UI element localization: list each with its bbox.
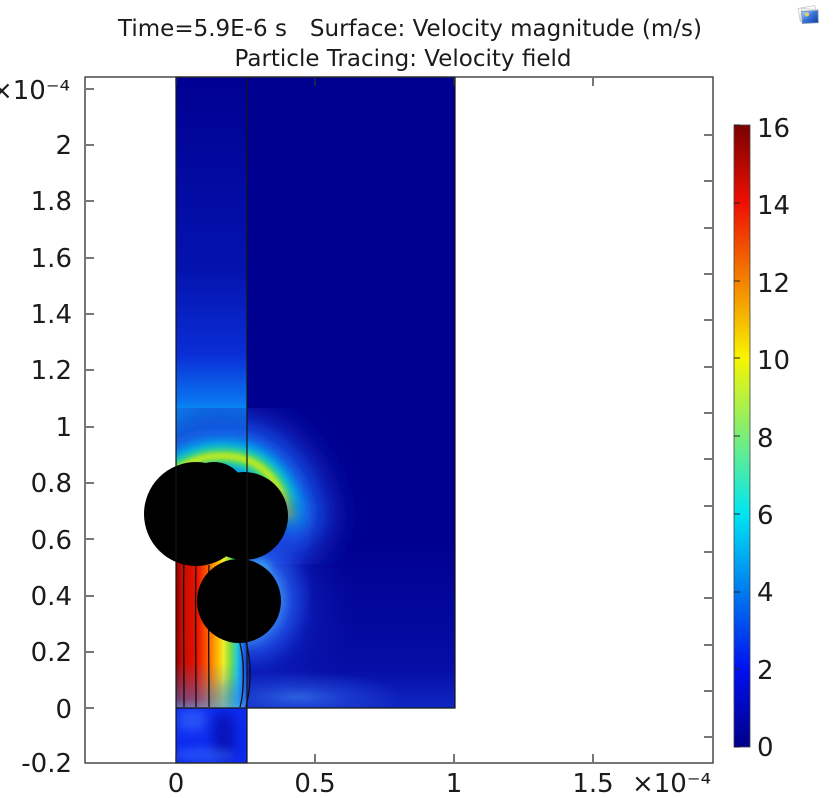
x-axis-exponent: ×10⁻⁴ [632, 769, 711, 798]
y-tick-label: 1.6 [31, 244, 72, 274]
colorbar-label: 2 [757, 656, 774, 686]
y-tick-label: -0.2 [21, 749, 72, 779]
y-tick-label: 1 [55, 413, 72, 443]
colorbar-label: 0 [757, 733, 774, 763]
y-tick-label: 2 [55, 131, 72, 161]
x-tick-label: 1 [446, 769, 463, 798]
snapshot-icon[interactable] [797, 5, 819, 24]
y-tick-label: 0.6 [31, 526, 72, 556]
colorbar-label: 16 [757, 114, 790, 144]
y-tick-label: 1.8 [31, 187, 72, 217]
y-tick-label: 0.2 [31, 638, 72, 668]
x-tick-label: 0 [168, 769, 185, 798]
colorbar-labels: 16 14 12 10 8 6 4 2 0 [757, 114, 790, 763]
axis-box [84, 76, 714, 764]
colorbar-label: 10 [757, 346, 790, 376]
colorbar-label: 4 [757, 578, 774, 608]
y-tick-label: 1.2 [31, 356, 72, 386]
y-axis-exponent: ×10⁻⁴ [0, 76, 70, 106]
y-tick-label: 0.4 [31, 582, 72, 612]
colorbar [733, 124, 751, 748]
x-tick-label: 1.5 [572, 769, 613, 798]
plot-subtitle: Particle Tracing: Velocity field [235, 46, 572, 72]
y-tick-label: 0 [55, 695, 72, 725]
x-tick-labels: 0 0.5 1 1.5 [168, 769, 614, 798]
x-tick-label: 0.5 [294, 769, 335, 798]
colorbar-label: 12 [757, 269, 790, 299]
droplet-blobs [144, 462, 288, 643]
colorbar-ticks [734, 124, 740, 748]
y-axis-ticks [86, 88, 94, 709]
plot-title: Time=5.9E-6 s Surface: Velocity magnitud… [117, 16, 702, 42]
colorbar-label: 6 [757, 501, 774, 531]
colorbar-label: 8 [757, 424, 774, 454]
right-axis-ticks [704, 134, 712, 738]
y-tick-label: 0.8 [31, 469, 72, 499]
domain-surface [176, 77, 455, 763]
y-tick-label: 1.4 [31, 300, 72, 330]
colorbar-label: 14 [757, 191, 790, 221]
y-tick-labels: 2 1.8 1.6 1.4 1.2 1 0.8 0.6 0.4 0.2 0 -0… [21, 131, 72, 779]
x-axis-ticks [175, 78, 594, 762]
